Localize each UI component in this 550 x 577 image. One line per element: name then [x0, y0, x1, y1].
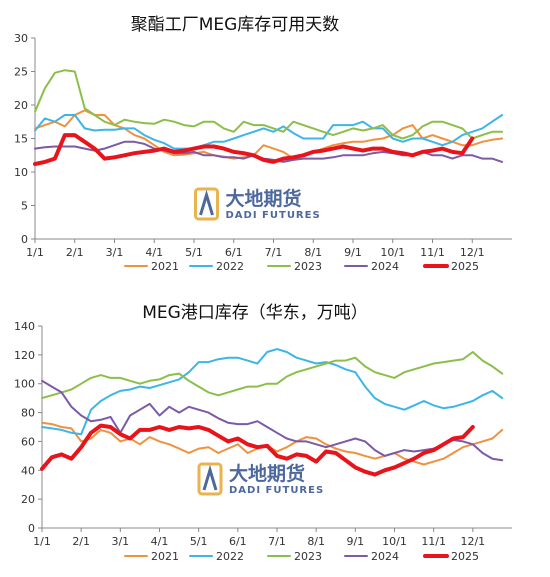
- x-tick-label: 5/1: [185, 246, 203, 259]
- x-tick-label: 6/1: [225, 246, 243, 259]
- y-tick-label: 15: [14, 133, 28, 146]
- x-tick-label: 6/1: [229, 535, 247, 548]
- y-tick-label: 40: [21, 464, 35, 477]
- legend: 2021 2022 2023 2024 2025: [124, 260, 479, 273]
- y-tick-label: 20: [21, 493, 35, 506]
- series-line-2024: [41, 379, 504, 462]
- y-tick-label: 30: [14, 32, 28, 45]
- x-tick-label: 9/1: [346, 535, 364, 548]
- legend-label-2023: 2023: [294, 550, 322, 563]
- legend-label-2023: 2023: [294, 260, 322, 273]
- y-tick-label: 120: [14, 349, 35, 362]
- x-tick-label: 11/1: [421, 535, 446, 548]
- y-tick-label: 0: [21, 233, 28, 246]
- x-tick-label: 4/1: [145, 246, 163, 259]
- x-tick-label: 1/1: [26, 246, 44, 259]
- x-tick-label: 9/1: [344, 246, 362, 259]
- series-line-2022: [34, 114, 504, 150]
- x-tick-label: 3/1: [111, 535, 129, 548]
- dadi-logo-icon: [197, 462, 223, 496]
- legend-label-2022: 2022: [216, 260, 244, 273]
- y-tick-label: 0: [28, 522, 35, 535]
- legend: 2021 2022 2023 2024 2025: [124, 550, 479, 563]
- watermark-name-en: DADI FUTURES: [229, 485, 324, 496]
- series-line-2025: [40, 423, 475, 477]
- x-tick-label: 12/1: [460, 246, 485, 259]
- x-tick-label: 10/1: [380, 246, 405, 259]
- x-tick-label: 2/1: [72, 535, 90, 548]
- x-tick-label: 8/1: [307, 535, 325, 548]
- x-tick-label: 8/1: [304, 246, 322, 259]
- x-tick-label: 1/1: [33, 535, 51, 548]
- y-tick-label: 100: [14, 378, 35, 391]
- y-tick-label: 60: [21, 435, 35, 448]
- watermark-name-cn: 大地期货: [229, 462, 305, 485]
- x-tick-label: 3/1: [106, 246, 124, 259]
- x-tick-label: 2/1: [66, 246, 84, 259]
- y-tick-label: 80: [21, 407, 35, 420]
- x-tick-label: 11/1: [420, 246, 445, 259]
- x-tick-label: 10/1: [382, 535, 407, 548]
- dadi-logo-mark: [202, 464, 218, 491]
- series-line-2023: [34, 69, 504, 140]
- legend-label-2021: 2021: [151, 260, 179, 273]
- x-tick-label: 7/1: [265, 246, 283, 259]
- chart-title: MEG港口库存（华东，万吨）: [142, 303, 368, 323]
- x-tick-label: 4/1: [151, 535, 169, 548]
- series-line-2021: [34, 109, 504, 160]
- series-line-2025: [33, 133, 475, 166]
- legend-label-2022: 2022: [216, 550, 244, 563]
- y-tick-label: 140: [14, 320, 35, 333]
- chart-2: MEG港口库存（华东，万吨） 0 20 40 60 80 100 120 140 1/1 2/1 3/…: [14, 303, 512, 563]
- watermark-name-cn: 大地期货: [226, 187, 302, 210]
- legend-label-2025: 2025: [451, 260, 479, 273]
- series-line-2023: [41, 351, 504, 400]
- legend-label-2024: 2024: [371, 550, 399, 563]
- chart-title: 聚酯工厂MEG库存可用天数: [131, 15, 340, 35]
- y-tick-label: 5: [21, 200, 28, 213]
- dadi-logo-mark: [199, 189, 214, 216]
- series-line-2022: [41, 348, 504, 436]
- y-tick-label: 20: [14, 99, 28, 112]
- x-tick-label: 5/1: [190, 535, 208, 548]
- dadi-logo-icon: [194, 187, 219, 221]
- y-tick-label: 10: [14, 166, 28, 179]
- legend-label-2021: 2021: [151, 550, 179, 563]
- x-tick-label: 12/1: [460, 535, 485, 548]
- x-tick-label: 7/1: [268, 535, 286, 548]
- y-tick-label: 25: [14, 66, 28, 79]
- watermark-name-en: DADI FUTURES: [226, 210, 321, 221]
- legend-label-2024: 2024: [371, 260, 399, 273]
- legend-label-2025: 2025: [451, 550, 479, 563]
